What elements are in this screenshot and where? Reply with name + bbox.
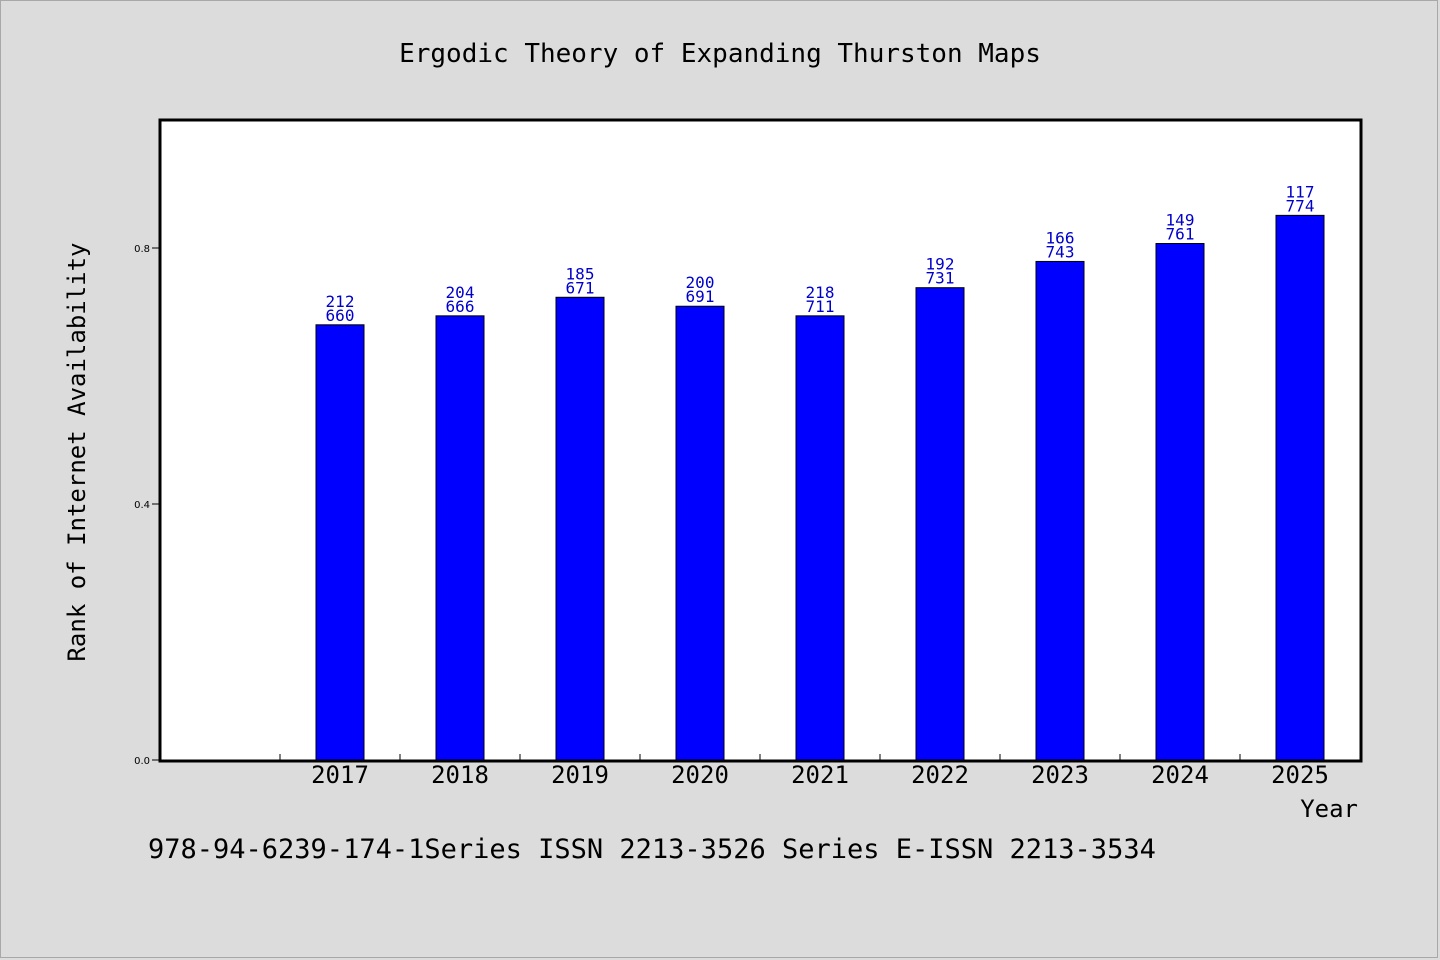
data-label-bottom: 731: [926, 269, 955, 288]
data-label-bottom: 671: [566, 278, 595, 297]
y-tick-label: 0.4: [134, 500, 150, 511]
data-label-top: 166: [1046, 228, 1075, 247]
x-axis-label: Year: [1300, 795, 1358, 823]
x-tick-label: 2019: [551, 761, 609, 789]
bar-2018: [435, 315, 485, 761]
data-label-top: 200: [686, 273, 715, 292]
x-tick-label: 2018: [431, 761, 489, 789]
bar-series: [315, 214, 1325, 761]
y-axis: 0.0 0.4 0.8: [134, 244, 160, 767]
bar-2023: [1035, 260, 1085, 761]
chart-title: Ergodic Theory of Expanding Thurston Map…: [399, 39, 1041, 69]
data-label-bottom: 660: [326, 306, 355, 325]
y-tick-label: 0.8: [134, 244, 150, 255]
x-tick-label: 2023: [1031, 761, 1089, 789]
bar-2024: [1155, 243, 1205, 761]
x-tick-label: 2021: [791, 761, 849, 789]
x-tick-label: 2022: [911, 761, 969, 789]
data-label-bottom: 743: [1046, 242, 1075, 261]
data-label-top: 204: [446, 283, 475, 302]
data-label-bottom: 711: [806, 297, 835, 316]
data-label-bottom: 761: [1166, 225, 1195, 244]
y-tick-label: 0.0: [134, 756, 150, 767]
data-label-top: 117: [1286, 182, 1315, 201]
bar-2022: [915, 287, 965, 761]
x-tick-label: 2020: [671, 761, 729, 789]
x-tick-label: 2017: [311, 761, 369, 789]
data-label-top: 218: [806, 283, 835, 302]
x-tick-label: 2024: [1151, 761, 1209, 789]
data-label-top: 192: [926, 255, 955, 274]
x-axis: 2017 2018 2019 2020 2021 2022 2023 2024 2025: [279, 754, 1361, 789]
data-label-top: 185: [566, 264, 595, 283]
data-label-top: 212: [326, 292, 355, 311]
data-label-top: 149: [1166, 211, 1195, 230]
bar-2021: [795, 315, 845, 761]
bar-2020: [675, 305, 725, 761]
bar-2019: [555, 296, 605, 761]
x-tick-label: 2025: [1271, 761, 1329, 789]
data-label-bottom: 691: [686, 287, 715, 306]
data-label-bottom: 666: [446, 297, 475, 316]
bar-2025: [1275, 214, 1325, 761]
y-axis-label: Rank of Internet Availability: [63, 242, 91, 661]
data-label-bottom: 774: [1286, 196, 1315, 215]
bar-2017: [315, 324, 365, 761]
footer-isbn-issn: 978-94-6239-174-1Series ISSN 2213-3526 S…: [148, 834, 1156, 865]
